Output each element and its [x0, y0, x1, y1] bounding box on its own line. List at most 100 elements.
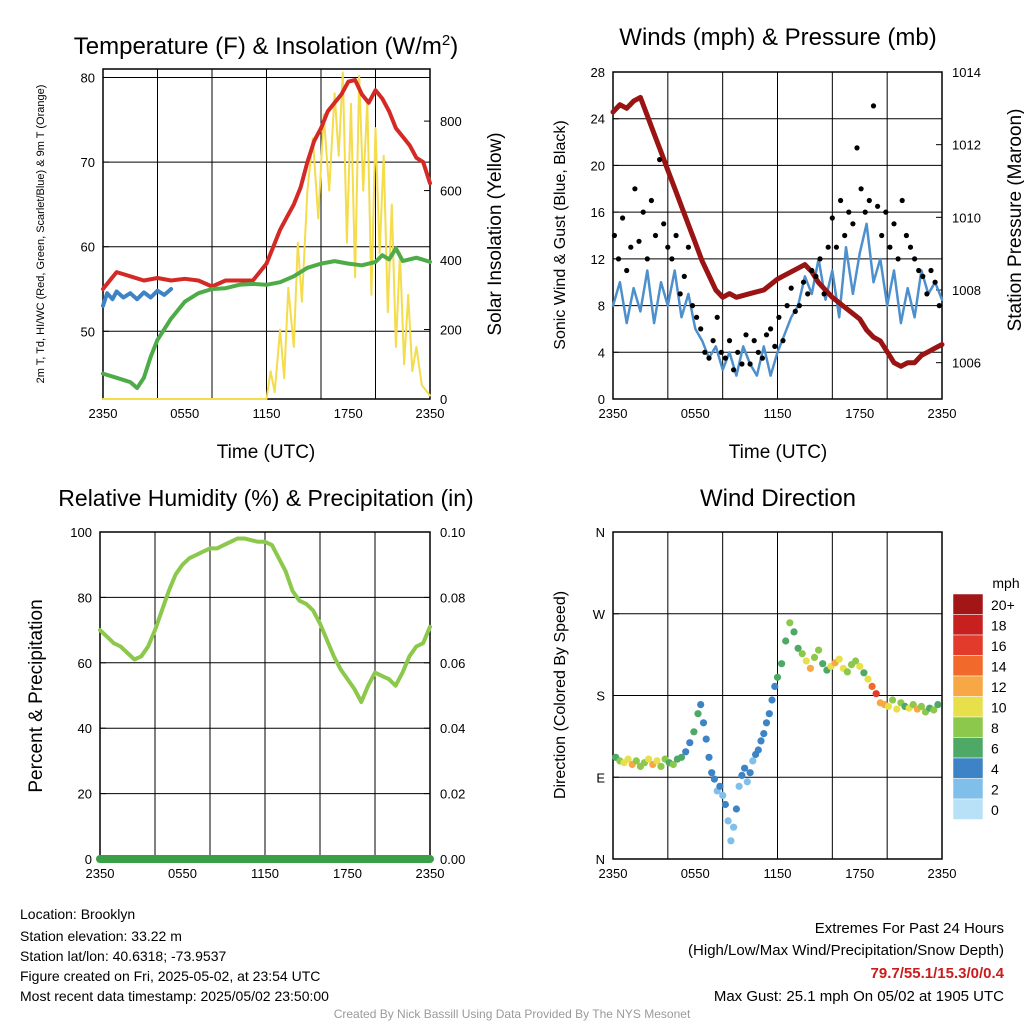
dir-point [860, 669, 868, 677]
wind-xtick-label: 1750 [845, 406, 874, 421]
rh-y2tick-label: 0.08 [440, 590, 465, 605]
dir-ytick-label: W [593, 607, 606, 622]
wind-gust-point [665, 244, 671, 250]
dir-point [790, 628, 798, 636]
dir-point [708, 769, 716, 777]
wind-series-line [610, 94, 945, 369]
dir-point [864, 675, 872, 683]
legend-swatch [952, 737, 984, 759]
rh-xtick-label: 1150 [251, 866, 279, 881]
dir-point [815, 646, 823, 654]
temp-xtick-label: 1750 [334, 406, 363, 421]
wind-gust-point [788, 285, 794, 291]
wind-series-line [611, 222, 944, 377]
wind-gust-point [636, 238, 642, 244]
dir-point [773, 673, 782, 681]
dir-point [757, 737, 765, 745]
wind-gust-point [624, 267, 630, 274]
dir-point [754, 746, 762, 754]
temp-series-line [101, 246, 432, 390]
legend-label: 10 [991, 700, 1007, 716]
wind-gust-point [928, 267, 934, 274]
rh-y2tick-label: 0.02 [440, 787, 465, 802]
wind-gust-point [661, 221, 667, 227]
wind-gust-point [648, 197, 655, 204]
wind-xtick-label: 1150 [764, 406, 792, 421]
wind-gust-point [936, 303, 942, 309]
dir-point [930, 706, 938, 714]
dir-point [716, 782, 724, 790]
legend-label: 16 [991, 638, 1007, 654]
wind-gust-point [932, 279, 938, 285]
dir-point [702, 735, 710, 743]
dir-point [645, 755, 653, 763]
wind-xlabel: Time (UTC) [729, 442, 828, 463]
wind-gust-point [842, 232, 848, 239]
dir-point [743, 778, 751, 786]
dir-point [705, 753, 713, 761]
dir-point [719, 791, 727, 800]
dir-point [782, 637, 790, 645]
rh-y2tick-label: 0.00 [440, 852, 465, 867]
temp-y2tick-label: 600 [440, 184, 462, 199]
legend-label: 6 [991, 741, 999, 757]
temp-ytick-label: 80 [81, 70, 95, 85]
wind-xtick-label: 0550 [681, 406, 710, 421]
wind-y2tick-label: 1010 [952, 210, 981, 225]
wind-ytick-label: 12 [591, 252, 605, 267]
wind-ytick-label: 4 [598, 345, 605, 360]
wind-gust-point [899, 197, 905, 204]
wind-gust-point [673, 232, 679, 239]
wind-gust-point [689, 303, 696, 309]
wind-y2tick-label: 1014 [952, 65, 981, 80]
legend-swatch [952, 593, 984, 615]
wind-gust-point [763, 332, 770, 338]
dir-point [794, 644, 802, 652]
rh-y2tick-label: 0.10 [440, 525, 465, 540]
wind-gust-point [702, 349, 708, 355]
dir-point [746, 769, 754, 777]
dir-point [653, 757, 661, 765]
wind-gust-point [866, 197, 872, 204]
dir-xtick-label: 1750 [845, 866, 874, 881]
wind-gust-point [912, 256, 918, 262]
temp-ytick-label: 50 [81, 324, 95, 339]
wind-gust-point [652, 232, 659, 239]
dir-point [686, 739, 694, 747]
temp-xlabel: Time (UTC) [217, 442, 316, 463]
wind-gust-point [813, 273, 819, 279]
wind-gust-point [879, 232, 885, 239]
wind-gust-point [677, 291, 683, 297]
wind-gust-point [903, 232, 910, 239]
legend-label: 4 [991, 761, 999, 777]
temp-series-line [102, 71, 431, 400]
credit-text: Created By Nick Bassill Using Data Provi… [333, 1007, 691, 1021]
dir-point [694, 710, 702, 718]
wind-gust-point [669, 256, 675, 262]
dir-point [802, 657, 810, 665]
wind-gust-point [850, 221, 856, 227]
dir-point [884, 702, 893, 711]
temp-y2tick-label: 200 [440, 323, 462, 338]
wind-gust-point [838, 197, 844, 204]
dir-point [810, 653, 819, 662]
elevation-text: Station elevation: 33.22 m [20, 928, 182, 944]
wind-gust-point [784, 303, 790, 309]
wind-gust-point [611, 232, 618, 239]
wind-gust-point [821, 291, 827, 297]
wind-xtick-label: 2350 [599, 406, 628, 421]
wind-gust-point [870, 103, 877, 109]
wind-title: Winds (mph) & Pressure (mb) [619, 24, 936, 51]
wind-gust-point [644, 256, 650, 262]
legend-label: 18 [991, 618, 1007, 634]
legend-label: 14 [991, 659, 1007, 675]
dir-point [690, 728, 698, 736]
wind-gust-point [731, 367, 737, 373]
extremes-title: Extremes For Past 24 Hours [814, 920, 1004, 937]
wind-gust-point [632, 186, 638, 192]
wind-gust-point [776, 314, 782, 320]
wind-gust-point [833, 244, 840, 250]
rh-ylabel: Percent & Precipitation [26, 599, 47, 792]
dir-point [893, 705, 901, 713]
